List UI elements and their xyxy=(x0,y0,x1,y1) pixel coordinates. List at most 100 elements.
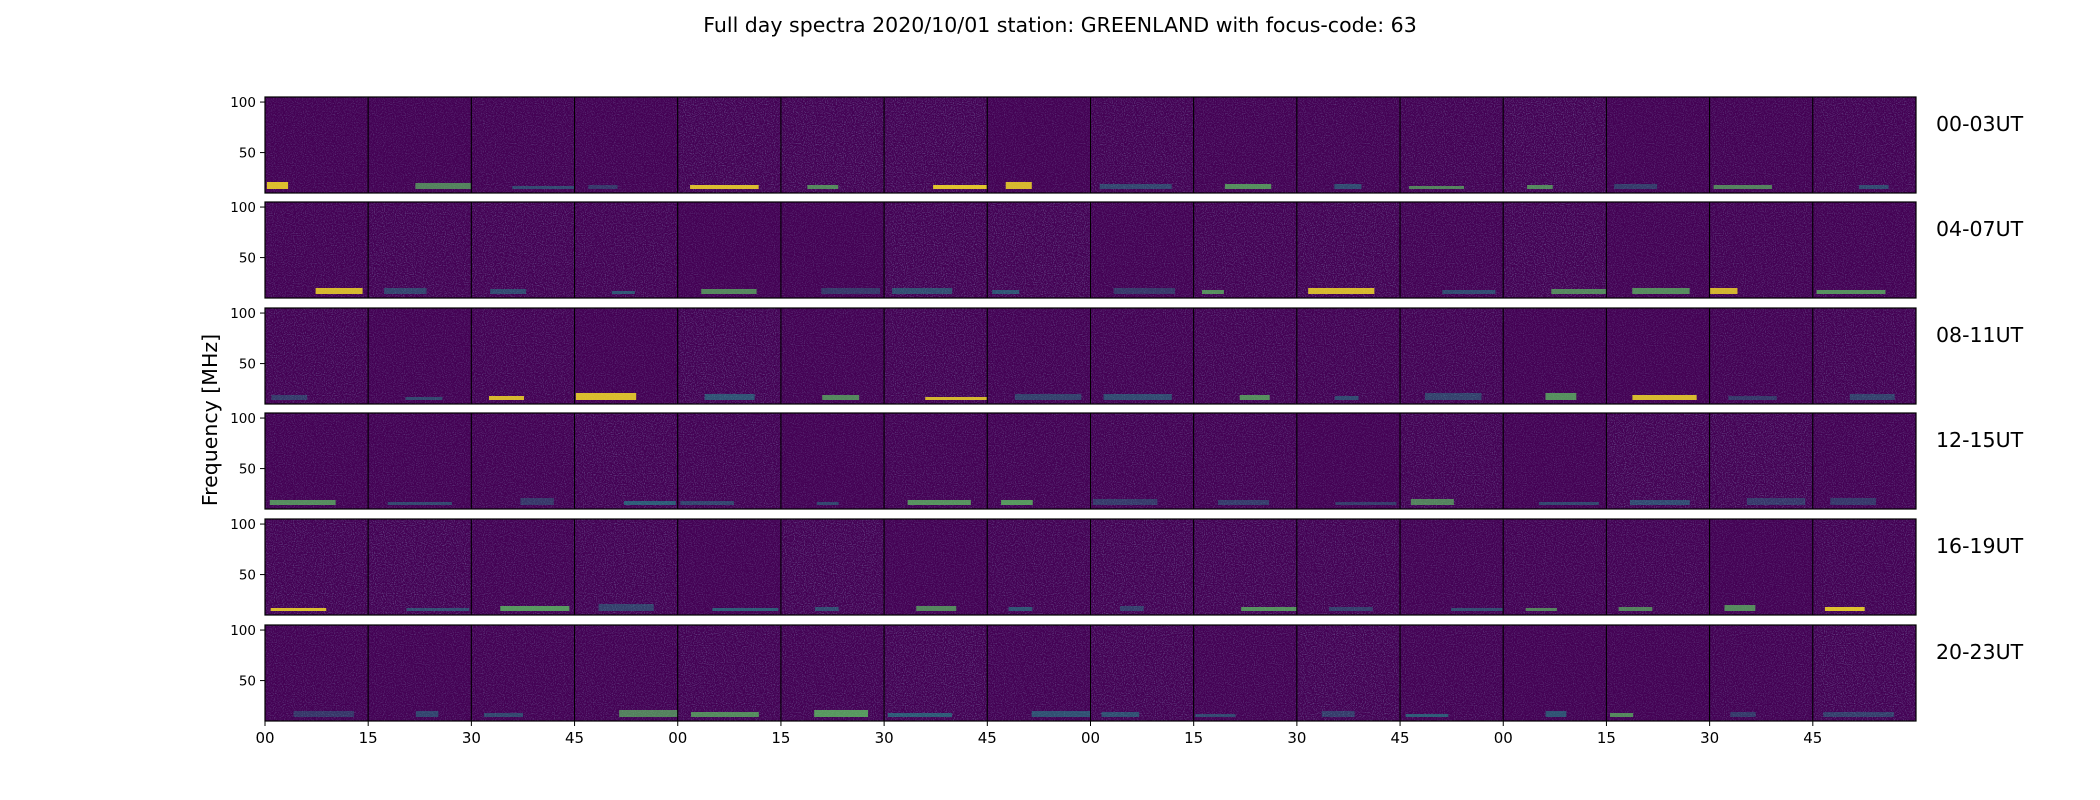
x-tick-label: 00 xyxy=(1081,729,1100,747)
x-tick-label: 15 xyxy=(359,729,378,747)
row-frame xyxy=(264,518,1917,616)
spectrum-noise xyxy=(368,97,472,193)
spectrum-noise xyxy=(574,308,678,404)
rfi-band xyxy=(701,289,757,294)
rfi-band xyxy=(1632,395,1697,400)
spectrum-noise xyxy=(574,519,678,615)
spectrum-noise xyxy=(265,519,369,615)
rfi-band xyxy=(611,291,635,294)
spectrum-noise xyxy=(1090,519,1194,615)
row-frame xyxy=(264,201,1917,299)
x-tick-label: 00 xyxy=(255,729,274,747)
rfi-band xyxy=(1858,185,1889,189)
y-tick-label: 100 xyxy=(230,306,256,322)
rfi-band xyxy=(816,502,839,505)
spectra-row: 100 50 08-11UT xyxy=(230,306,2024,405)
rfi-band xyxy=(1527,185,1553,189)
spectra-row: 100 50 16-19UT xyxy=(230,517,2024,616)
spectrum-noise xyxy=(1296,308,1401,404)
row-label: 00-03UT xyxy=(1936,112,2024,136)
y-tick-label: 50 xyxy=(239,568,256,584)
spectrum-noise xyxy=(1606,308,1710,404)
y-tick-label: 100 xyxy=(230,517,256,533)
rfi-band xyxy=(907,500,971,505)
rfi-band xyxy=(415,183,477,189)
rfi-band xyxy=(483,713,524,717)
rfi-band xyxy=(500,606,570,611)
spectrum-noise xyxy=(1296,202,1401,298)
spectrum-noise xyxy=(1709,202,1813,298)
rfi-band xyxy=(512,186,584,189)
spectrum-noise xyxy=(471,308,575,404)
rfi-band xyxy=(1103,394,1172,400)
rfi-band xyxy=(1334,184,1362,189)
spectrum-noise xyxy=(1709,97,1813,193)
rfi-band xyxy=(1335,502,1397,505)
spectrum-noise xyxy=(1193,308,1297,404)
spectrum-noise xyxy=(1606,413,1710,509)
spectrum-noise xyxy=(1709,625,1813,721)
rfi-band xyxy=(1005,182,1032,189)
rfi-band xyxy=(1195,714,1236,717)
rfi-band xyxy=(814,710,869,717)
x-tick-label: 45 xyxy=(565,729,584,747)
row-label: 12-15UT xyxy=(1936,428,2024,452)
spectrum-noise xyxy=(1503,308,1607,404)
y-tick-label: 50 xyxy=(239,251,256,267)
rfi-band xyxy=(1545,711,1567,717)
spectrum-noise xyxy=(1296,97,1401,193)
spectrum-noise xyxy=(265,413,369,509)
spectrum-noise xyxy=(884,625,988,721)
x-tick-label: 00 xyxy=(668,729,687,747)
rfi-band xyxy=(1334,396,1359,400)
rfi-band xyxy=(814,607,839,611)
spectrum-noise xyxy=(1606,202,1710,298)
rfi-band xyxy=(916,606,957,611)
y-tick-label: 100 xyxy=(230,200,256,216)
rfi-band xyxy=(1824,607,1865,611)
spectrum-noise xyxy=(1503,625,1607,721)
spectrum-noise xyxy=(471,413,575,509)
rfi-band xyxy=(619,710,678,717)
x-tick-label: 30 xyxy=(1700,729,1719,747)
rfi-band xyxy=(1618,607,1653,611)
rfi-band xyxy=(1113,288,1176,294)
row-frame xyxy=(264,307,1917,405)
spectrum-noise xyxy=(265,202,369,298)
rfi-band xyxy=(807,185,839,189)
rfi-band xyxy=(1201,290,1224,294)
spectrum-noise xyxy=(1606,97,1710,193)
spectrum-noise xyxy=(1400,202,1504,298)
rfi-band xyxy=(1031,711,1092,717)
spectrum-noise xyxy=(574,413,678,509)
rfi-band xyxy=(1241,607,1308,611)
rfi-band xyxy=(821,288,881,294)
rfi-band xyxy=(1545,393,1577,400)
spectrum-noise xyxy=(1400,308,1504,404)
spectrum-noise xyxy=(987,519,1091,615)
spectrum-noise xyxy=(780,308,885,404)
rfi-band xyxy=(598,604,654,611)
spectrum-noise xyxy=(1193,413,1297,509)
rfi-band xyxy=(588,185,618,189)
spectrum-noise xyxy=(265,308,369,404)
spectrum-noise xyxy=(1400,413,1504,509)
rfi-band xyxy=(690,185,759,189)
spectrum-noise xyxy=(780,413,885,509)
spectrum-noise xyxy=(1193,625,1297,721)
rfi-band xyxy=(1217,500,1269,505)
spectrum-noise xyxy=(677,202,781,298)
x-tick-label: 45 xyxy=(1803,729,1822,747)
spectra-row: 100 50 20-23UT xyxy=(230,623,2024,722)
spectra-row: 100 50 12-15UT xyxy=(230,411,2024,510)
spectrum-noise xyxy=(368,519,472,615)
y-tick-label: 50 xyxy=(239,357,256,373)
rfi-band xyxy=(1442,290,1496,294)
spectrum-noise xyxy=(1090,308,1194,404)
spectrum-noise xyxy=(265,97,369,193)
rfi-band xyxy=(1008,607,1033,611)
x-axis: 00 15 30 45 00 15 30 45 00 15 30 45 00 15 30 45 xyxy=(255,721,1822,747)
rfi-band xyxy=(1099,184,1172,189)
spectrum-noise xyxy=(1812,519,1916,615)
spectrum-noise xyxy=(1606,519,1710,615)
